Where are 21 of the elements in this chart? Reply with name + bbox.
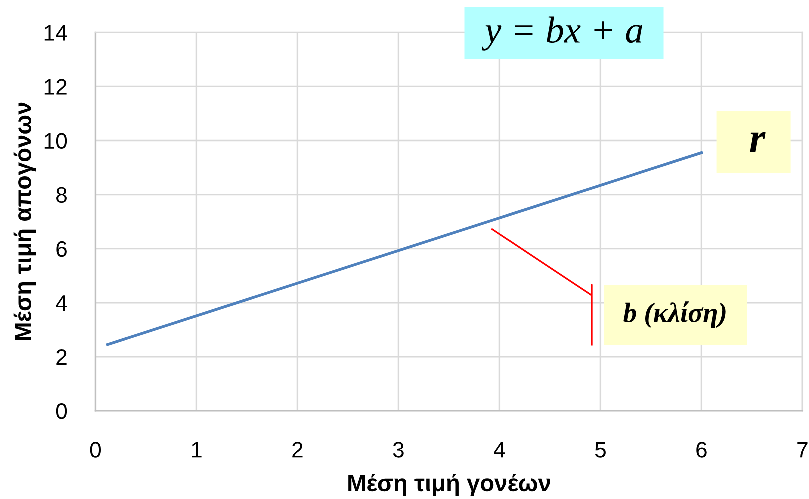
y-tick-label: 8 [56, 187, 67, 204]
x-tick-label: 4 [494, 442, 506, 458]
y-tick-label: 14 [44, 25, 68, 41]
annotation: y = bx + a [482, 16, 642, 51]
y-tick-label: 12 [44, 79, 67, 95]
y-tick-label: 6 [56, 241, 67, 258]
x-tick-label: 3 [393, 442, 404, 458]
annotation: b (κλίση) [624, 302, 726, 328]
y-tick-label: 4 [56, 296, 68, 311]
x-tick-label: 1 [192, 442, 202, 458]
x-axis-title: Μέση τιμή γονέων [348, 474, 550, 496]
y-tick-label: 0 [56, 404, 68, 420]
y-tick-label: 10 [44, 133, 68, 150]
x-tick-label: 6 [696, 442, 707, 458]
x-tick-label: 7 [798, 442, 808, 458]
y-axis-title: Μέση τιμή απογόνων [14, 102, 36, 340]
annotation: r [750, 132, 766, 152]
x-tick-label: 5 [595, 442, 606, 458]
x-tick-label: 2 [292, 442, 303, 458]
y-tick-label: 2 [56, 349, 67, 365]
x-tick-label: 0 [90, 442, 102, 458]
